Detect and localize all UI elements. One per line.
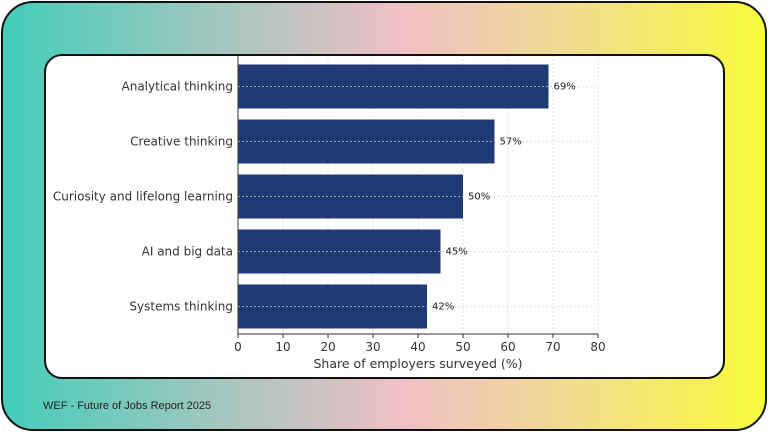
- bar-chart: 0 10 20 30 40 50 60 70 80 Analytical thinking 69% C…: [53, 56, 606, 371]
- x-tick-label: 60: [500, 340, 515, 354]
- x-axis-label: Share of employers surveyed (%): [314, 356, 523, 371]
- x-tick-label: 50: [455, 340, 470, 354]
- data-label: 57%: [500, 137, 522, 148]
- x-tick-label: 30: [365, 340, 380, 354]
- source-caption: WEF - Future of Jobs Report 2025: [43, 400, 212, 412]
- data-label: 69%: [554, 82, 576, 93]
- x-tick-label: 70: [545, 340, 560, 354]
- y-tick-label: Systems thinking: [129, 300, 233, 314]
- x-tick-label: 80: [590, 340, 605, 354]
- y-tick-label: AI and big data: [142, 245, 233, 259]
- chart-panel: 0 10 20 30 40 50 60 70 80 Analytical thinking 69% C…: [44, 54, 725, 379]
- bar: [238, 64, 549, 109]
- data-label: 42%: [432, 302, 454, 313]
- y-tick-label: Creative thinking: [130, 135, 233, 149]
- data-label: 45%: [446, 247, 468, 258]
- x-tick-label: 10: [275, 340, 290, 354]
- x-tick-label: 0: [234, 340, 242, 354]
- x-tick-label: 20: [320, 340, 335, 354]
- y-tick-label: Curiosity and lifelong learning: [53, 190, 233, 204]
- data-label: 50%: [468, 192, 490, 203]
- x-tick-label: 40: [410, 340, 425, 354]
- y-tick-label: Analytical thinking: [122, 80, 234, 94]
